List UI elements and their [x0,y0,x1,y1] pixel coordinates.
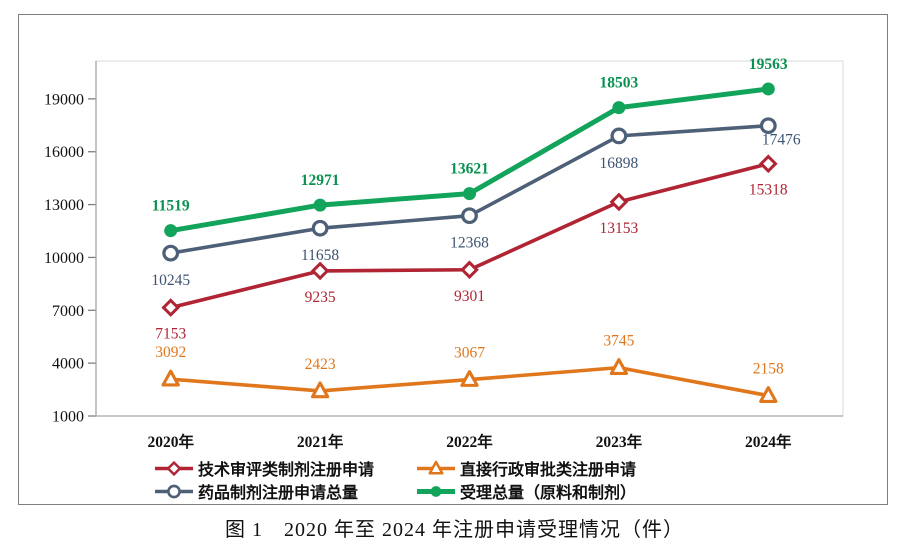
legend-marker-orange-triangle-icon [415,459,457,482]
x-axis-label: 2020年 [147,432,194,451]
data-label-total-acceptance-api-and-preparation-3: 18503 [600,75,639,92]
data-point-total-acceptance-api-and-preparation-4 [761,82,775,96]
chart-legend: 技术审评类制剂注册申请 直接行政审批类注册申请 药品制剂注册申请总量 受理总量（… [153,459,636,505]
x-axis-label: 2022年 [446,432,493,451]
legend-swatch-tech-review-preparation-applications [155,460,193,477]
data-point-tech-review-preparation-applications-2 [460,260,479,280]
legend-swatch-drug-preparation-applications-total [155,484,193,499]
data-label-tech-review-preparation-applications-1: 9235 [305,289,336,306]
y-tick-label: 1000 [52,409,84,426]
data-label-tech-review-preparation-applications-2: 9301 [454,288,485,305]
data-point-drug-preparation-applications-total-2 [461,207,478,225]
data-label-drug-preparation-applications-total-0: 10245 [151,272,190,289]
data-point-tech-review-preparation-applications-3 [609,192,629,212]
legend-label-direct-admin: 直接行政审批类注册申请 [460,461,637,479]
data-point-total-acceptance-api-and-preparation-3 [612,101,626,115]
x-axis-label: 2021年 [297,432,344,451]
legend-marker-slate-circle-icon [153,482,195,505]
data-label-drug-preparation-applications-total-4: 17476 [762,132,801,149]
data-point-total-acceptance-api-and-preparation-1 [313,198,327,212]
y-tick-label: 4000 [52,356,84,373]
legend-item-direct-admin: 直接行政审批类注册申请 [415,459,636,482]
plot-area [95,60,844,417]
legend-marker-green-dot-icon [415,482,457,505]
data-label-direct-admin-approval-applications-4: 2158 [753,361,784,378]
data-point-tech-review-preparation-applications-1 [310,261,330,281]
data-point-drug-preparation-applications-total-1 [311,219,329,237]
legend-label-tech-review: 技术审评类制剂注册申请 [198,461,375,479]
data-label-direct-admin-approval-applications-0: 3092 [155,344,186,361]
x-axis-label: 2023年 [596,432,643,451]
data-point-direct-admin-approval-applications-1 [310,381,330,399]
legend-marker-red-diamond-icon [153,459,195,482]
data-label-drug-preparation-applications-total-2: 12368 [450,235,489,252]
figure-caption: 图 1 2020 年至 2024 年注册申请受理情况（件） [225,519,684,541]
legend-label-drug-preparation-total: 药品制剂注册申请总量 [198,484,359,502]
data-point-drug-preparation-applications-total-4 [759,117,777,135]
data-point-direct-admin-approval-applications-2 [460,370,479,387]
data-label-tech-review-preparation-applications-0: 7153 [155,326,186,343]
legend-item-tech-review: 技术审评类制剂注册申请 [153,459,415,482]
data-label-total-acceptance-api-and-preparation-1: 12971 [301,172,340,189]
data-label-direct-admin-approval-applications-2: 3067 [454,345,485,362]
data-label-total-acceptance-api-and-preparation-0: 11519 [152,198,190,215]
data-point-drug-preparation-applications-total-0 [162,244,180,262]
data-point-direct-admin-approval-applications-3 [609,358,629,375]
y-tick-label: 16000 [44,144,84,161]
data-point-tech-review-preparation-applications-0 [161,298,181,317]
legend-item-drug-preparation-total: 药品制剂注册申请总量 [153,482,415,505]
legend-label-total-acceptance: 受理总量（原料和制剂） [460,484,637,502]
data-label-total-acceptance-api-and-preparation-2: 13621 [450,161,489,178]
data-label-total-acceptance-api-and-preparation-4: 19563 [749,56,788,73]
data-point-drug-preparation-applications-total-3 [610,127,628,145]
data-point-total-acceptance-api-and-preparation-0 [164,224,178,238]
x-axis-label: 2024年 [745,432,792,451]
y-tick-label: 13000 [44,197,84,214]
y-tick-label: 10000 [44,250,84,267]
y-tick-label: 19000 [44,91,84,108]
legend-swatch-direct-admin-approval-applications [417,460,455,475]
legend-item-total-acceptance: 受理总量（原料和制剂） [415,482,636,505]
y-tick-label: 7000 [52,303,84,320]
data-point-direct-admin-approval-applications-4 [759,386,778,403]
data-label-drug-preparation-applications-total-1: 11658 [301,247,339,264]
data-label-drug-preparation-applications-total-3: 16898 [600,155,639,172]
data-point-total-acceptance-api-and-preparation-2 [463,187,476,201]
data-point-tech-review-preparation-applications-4 [758,154,778,174]
data-point-direct-admin-approval-applications-0 [161,369,180,387]
data-label-direct-admin-approval-applications-1: 2423 [305,356,336,373]
legend-swatch-total-acceptance-api-and-preparation [417,486,455,497]
data-label-tech-review-preparation-applications-3: 13153 [600,220,639,237]
data-label-tech-review-preparation-applications-4: 15318 [749,182,788,199]
data-label-direct-admin-approval-applications-3: 3745 [603,333,634,350]
